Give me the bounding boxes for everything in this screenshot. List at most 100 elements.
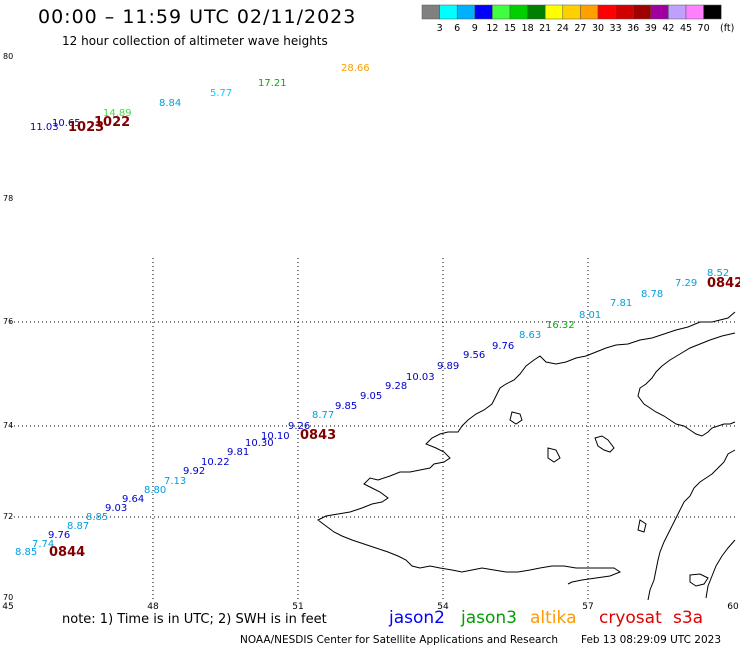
colorbar-label: 6 <box>454 23 460 34</box>
axis-tick-labels: 45 48 51 54 57 60 70 72 74 76 78 80 <box>2 52 739 612</box>
x-tick-label: 48 <box>147 602 159 612</box>
wave-height-label: 10.10 <box>261 431 290 442</box>
wave-height-label: 0842 <box>707 276 740 291</box>
wave-height-label: 8.01 <box>579 310 601 321</box>
satellite-altika: altika <box>530 608 577 628</box>
wave-height-label: 7.74 <box>32 539 54 550</box>
colorbar-label: 45 <box>680 23 692 34</box>
wave-height-label: 17.21 <box>258 78 287 89</box>
wave-height-label: 0843 <box>300 428 336 443</box>
colorbar-swatch <box>544 4 564 20</box>
y-tick-label: 80 <box>3 52 13 61</box>
wave-height-label: 0844 <box>49 545 85 560</box>
coastline-segment <box>547 447 561 463</box>
colorbar-unit: (ft) <box>720 23 734 34</box>
wave-height-label: 9.92 <box>183 466 205 477</box>
wave-height-label: 7.81 <box>610 298 632 309</box>
coastline-segment <box>594 435 615 453</box>
wave-height-label: 9.76 <box>48 530 70 541</box>
x-tick-label: 57 <box>582 602 593 612</box>
colorbar-label: 27 <box>574 23 586 34</box>
colorbar-swatch <box>650 4 669 20</box>
wave-height-label: 10.03 <box>406 372 435 383</box>
colorbar-swatch <box>421 4 440 20</box>
colorbar-label: 36 <box>627 23 639 34</box>
colorbar-label: 21 <box>539 23 551 34</box>
colorbar-swatch <box>632 4 652 20</box>
colorbar-swatch <box>703 4 722 20</box>
y-tick-label: 70 <box>3 593 13 602</box>
page-title: 00:00 – 11:59 UTC 02/11/2023 <box>38 6 357 28</box>
colorbar-swatch <box>492 4 511 20</box>
wave-height-label: 1022 <box>94 115 130 130</box>
wave-height-label: 11.03 <box>30 122 59 133</box>
colorbar-label: 70 <box>698 23 710 34</box>
wave-height-label: 8.63 <box>519 330 541 341</box>
wave-height-label: 8.78 <box>641 289 663 300</box>
x-tick-label: 60 <box>727 602 739 612</box>
y-tick-label: 72 <box>3 512 13 521</box>
wave-height-label: 5.77 <box>210 88 232 99</box>
wave-height-label: 8.84 <box>159 98 181 109</box>
colorbar-label: 24 <box>557 23 569 34</box>
satellite-cryosat: cryosat <box>599 608 662 628</box>
wave-height-label: 14.89 <box>103 108 132 119</box>
coastline-segment <box>317 311 736 585</box>
satellite-jason3: jason3 <box>461 608 517 628</box>
colorbar-swatch <box>597 4 616 20</box>
wave-height-label: 9.85 <box>335 401 357 412</box>
colorbar-label: 18 <box>522 23 534 34</box>
coastline-segment <box>647 449 736 601</box>
wave-height-label: 8.80 <box>144 485 166 496</box>
colorbar-label: 33 <box>610 23 622 34</box>
colorbar-swatch <box>456 4 476 20</box>
colorbar-label: 30 <box>592 23 604 34</box>
credit-line: NOAA/NESDIS Center for Satellite Applica… <box>240 634 558 646</box>
y-tick-label: 76 <box>3 317 13 326</box>
colorbar-swatch <box>580 4 599 20</box>
wave-height-label: 10.65 <box>52 118 81 129</box>
wave-height-label: 8.87 <box>67 521 89 532</box>
coastline <box>317 311 736 601</box>
wave-height-label: 8.52 <box>707 268 729 279</box>
wave-height-label: 9.03 <box>105 503 127 514</box>
wave-height-label: 9.81 <box>227 447 249 458</box>
wave-height-label: 9.89 <box>437 361 459 372</box>
wave-height-label: 9.28 <box>385 381 407 392</box>
wave-height-label: 10.22 <box>201 457 230 468</box>
wave-height-label: 9.56 <box>463 350 485 361</box>
colorbar-swatch <box>562 4 581 20</box>
wave-height-label: 8.77 <box>312 410 334 421</box>
wave-height-label: 16.32 <box>546 320 575 331</box>
colorbar-swatch <box>668 4 687 20</box>
x-tick-label: 54 <box>437 602 449 612</box>
colorbar-swatch <box>527 4 546 20</box>
colorbar-label: 39 <box>645 23 657 34</box>
wave-height-label: 9.76 <box>492 341 514 352</box>
colorbar-label: 9 <box>472 23 478 34</box>
generated-timestamp: Feb 13 08:29:09 UTC 2023 <box>581 634 721 646</box>
coastline-segment <box>705 539 736 599</box>
wave-height-label: 7.13 <box>164 476 186 487</box>
wave-height-label: 9.26 <box>288 421 310 432</box>
satellite-jason2: jason2 <box>389 608 445 628</box>
coastline-segment <box>637 332 736 437</box>
wave-height-label: 8.85 <box>15 547 37 558</box>
satellite-s3a: s3a <box>673 608 704 628</box>
colorbar-swatch <box>474 4 493 20</box>
y-tick-label: 74 <box>3 421 13 430</box>
colorbar-label: 12 <box>486 23 498 34</box>
colorbar-swatch <box>615 4 634 20</box>
coastline-segment <box>509 411 523 425</box>
wave-height-label: 9.64 <box>122 494 144 505</box>
wave-height-label: 28.66 <box>341 63 370 74</box>
wave-height-label: 10.30 <box>245 438 274 449</box>
wave-height-label: 8.85 <box>86 512 108 523</box>
y-tick-label: 78 <box>3 194 13 203</box>
page-subtitle: 12 hour collection of altimeter wave hei… <box>62 34 328 48</box>
colorbar-swatch <box>685 4 704 20</box>
wave-height-label: 1023 <box>68 120 104 135</box>
